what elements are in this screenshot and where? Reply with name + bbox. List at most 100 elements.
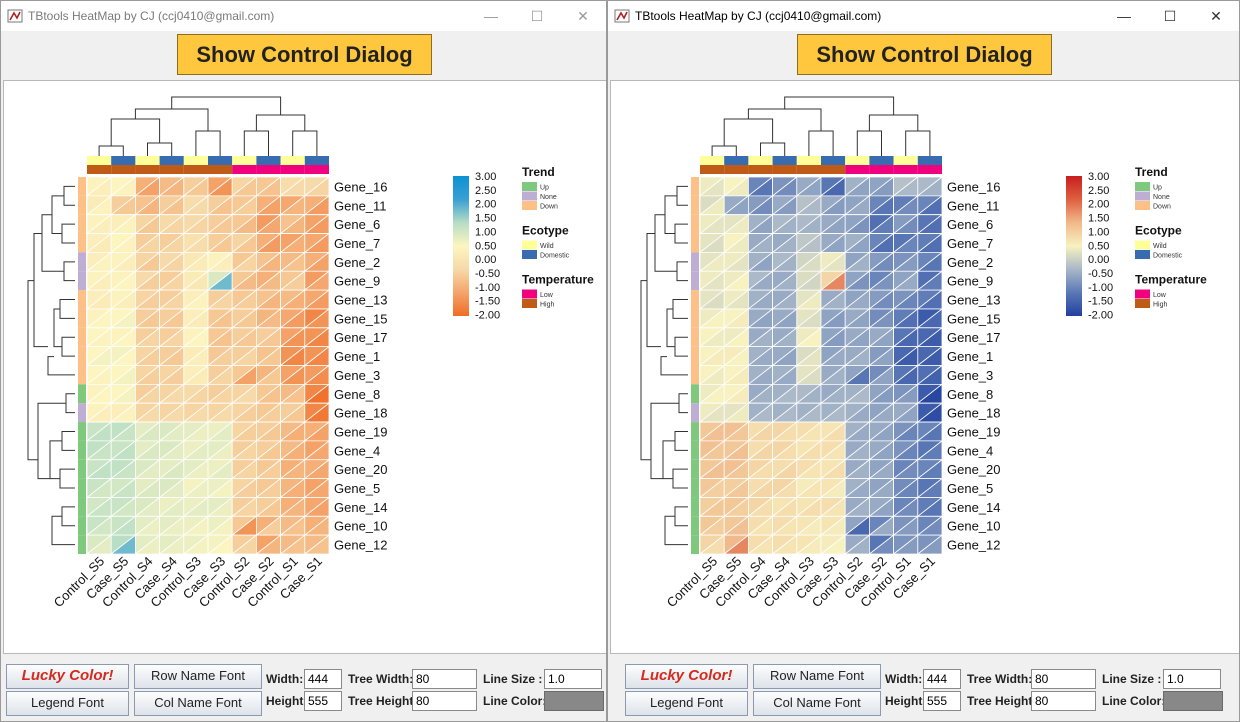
legend-label: High — [1153, 302, 1168, 309]
color-scale-tick: -1.00 — [475, 282, 500, 294]
ecotype-annotation-cell — [280, 156, 305, 165]
trend-annotation-cell — [78, 271, 86, 291]
close-button[interactable]: ✕ — [577, 7, 589, 24]
color-scale-tick: 1.00 — [475, 226, 496, 238]
legend-swatch — [1135, 250, 1150, 259]
lucky-color-button[interactable]: Lucky Color! — [625, 664, 748, 689]
dendro-branch — [195, 130, 221, 160]
dendro-branch — [27, 280, 38, 461]
dendro-branch — [110, 118, 161, 146]
tree-width-input[interactable]: 80 — [1031, 669, 1096, 689]
dendro-branch — [662, 440, 675, 480]
row-label: Gene_7 — [334, 236, 380, 251]
row-label: Gene_9 — [947, 274, 993, 289]
col-name-font-button[interactable]: Col Name Font — [134, 691, 262, 716]
trend-annotation-cell — [78, 195, 86, 215]
dendro-branch — [53, 308, 62, 348]
color-scale-bar — [453, 176, 469, 316]
minimize-button[interactable]: — — [1117, 8, 1131, 24]
ecotype-annotation-cell — [159, 156, 184, 165]
minimize-button[interactable]: — — [484, 8, 498, 24]
dendro-branch — [676, 261, 688, 282]
trend-annotation-cell — [78, 440, 86, 460]
row-label: Gene_20 — [947, 462, 1001, 477]
legend-swatch — [1135, 201, 1150, 210]
legend-label: None — [1153, 194, 1170, 201]
width-input[interactable]: 444 — [304, 669, 342, 689]
tree-height-input[interactable]: 80 — [412, 691, 477, 711]
height-label: Height: — [885, 694, 927, 708]
legend-label: Domestic — [1153, 253, 1183, 260]
color-scale-tick: 2.50 — [1088, 185, 1109, 197]
temperature-annotation-cell — [772, 165, 797, 174]
lucky-color-button[interactable]: Lucky Color! — [6, 664, 129, 689]
maximize-button[interactable]: ☐ — [530, 7, 544, 24]
heatmap-cells — [85, 176, 331, 555]
legend-title: Temperature — [1135, 273, 1207, 287]
line-color-swatch[interactable] — [1163, 691, 1223, 711]
ecotype-annotation-cell — [748, 156, 773, 165]
legend-title: Temperature — [522, 273, 594, 287]
column-dendrogram — [98, 96, 318, 160]
row-label: Gene_2 — [947, 255, 993, 270]
legend-swatch — [1135, 240, 1150, 250]
row-label: Gene_1 — [334, 349, 380, 364]
row-name-font-button[interactable]: Row Name Font — [134, 664, 262, 689]
ecotype-annotation-cell — [724, 156, 749, 165]
tree-height-input[interactable]: 80 — [1031, 691, 1096, 711]
trend-annotation-cell — [78, 308, 86, 328]
trend-annotation-cell — [691, 271, 699, 291]
temperature-annotation-cell — [159, 165, 184, 174]
dendro-branch — [747, 108, 822, 131]
line-size-input[interactable]: 1.0 — [1163, 669, 1221, 689]
col-name-font-button[interactable]: Col Name Font — [753, 691, 881, 716]
height-input[interactable]: 555 — [304, 691, 342, 711]
legend-title: Ecotype — [1135, 224, 1182, 238]
maximize-button[interactable]: ☐ — [1163, 7, 1177, 24]
show-control-dialog-button[interactable]: Show Control Dialog — [177, 34, 432, 75]
line-color-swatch[interactable] — [544, 691, 604, 711]
color-scale-tick: 3.00 — [1088, 171, 1109, 183]
show-control-dialog-button[interactable]: Show Control Dialog — [797, 34, 1052, 75]
legend-swatch — [522, 201, 537, 210]
row-label: Gene_11 — [947, 198, 1000, 213]
trend-annotation-cell — [691, 516, 699, 536]
dendro-branch — [640, 280, 651, 461]
dendro-branch — [905, 130, 931, 160]
row-label: Gene_3 — [947, 368, 993, 383]
legend-font-button[interactable]: Legend Font — [625, 691, 748, 716]
trend-annotation-cell — [691, 459, 699, 479]
temperature-annotation-cell — [700, 165, 725, 174]
tree-width-input[interactable]: 80 — [412, 669, 477, 689]
trend-annotation-cell — [78, 384, 86, 404]
row-label: Gene_5 — [947, 481, 993, 496]
legend-label: Domestic — [540, 253, 570, 260]
row-label: Gene_15 — [947, 311, 1001, 326]
dendro-branch — [666, 308, 675, 348]
legend-swatch — [522, 240, 537, 250]
height-input[interactable]: 555 — [923, 691, 961, 711]
legend-font-button[interactable]: Legend Font — [6, 691, 129, 716]
row-name-font-button[interactable]: Row Name Font — [753, 664, 881, 689]
row-label: Gene_11 — [334, 198, 387, 213]
close-button[interactable]: ✕ — [1210, 7, 1222, 24]
row-dendrogram — [640, 185, 688, 546]
width-input[interactable]: 444 — [923, 669, 961, 689]
line-size-input[interactable]: 1.0 — [544, 669, 602, 689]
color-scale-tick: -1.50 — [1088, 296, 1113, 308]
dendro-branch — [646, 233, 661, 348]
width-label: Width: — [885, 672, 923, 686]
trend-annotation-cell — [691, 214, 699, 234]
legend-label: Low — [540, 292, 554, 299]
row-label: Gene_15 — [334, 311, 388, 326]
trend-annotation-cell — [78, 214, 86, 234]
row-label: Gene_18 — [334, 406, 388, 421]
legend-swatch — [522, 191, 537, 201]
color-scale-tick: -0.50 — [1088, 268, 1113, 280]
legend-swatch — [522, 299, 537, 308]
ecotype-annotation-cell — [869, 156, 894, 165]
heatmap-chart: Gene_16 Gene_11 Gene_6 Gene_7 Gene_2 Gene_9 Ge… — [640, 96, 1207, 610]
dendro-branch — [134, 108, 209, 131]
color-scale-tick: 0.00 — [475, 254, 496, 266]
row-label: Gene_4 — [947, 443, 993, 458]
